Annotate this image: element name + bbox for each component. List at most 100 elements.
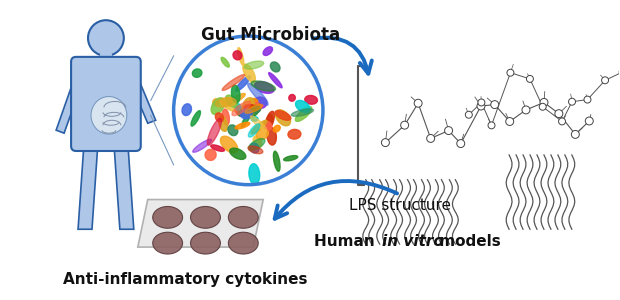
Ellipse shape — [207, 118, 221, 145]
Ellipse shape — [256, 128, 268, 140]
Ellipse shape — [235, 122, 250, 129]
Circle shape — [619, 68, 620, 75]
Ellipse shape — [91, 97, 127, 134]
Ellipse shape — [247, 83, 268, 105]
Circle shape — [427, 134, 435, 142]
Ellipse shape — [219, 116, 228, 131]
Circle shape — [414, 99, 422, 107]
Ellipse shape — [153, 206, 182, 228]
Ellipse shape — [288, 129, 301, 139]
FancyBboxPatch shape — [100, 54, 112, 62]
Ellipse shape — [232, 101, 250, 116]
Circle shape — [539, 103, 546, 110]
Ellipse shape — [205, 149, 216, 161]
Circle shape — [457, 140, 465, 148]
Ellipse shape — [253, 136, 262, 147]
Ellipse shape — [275, 111, 291, 120]
Ellipse shape — [273, 151, 280, 171]
Text: models: models — [435, 234, 501, 249]
Circle shape — [506, 118, 514, 125]
Circle shape — [478, 99, 485, 106]
Ellipse shape — [263, 47, 273, 56]
Circle shape — [491, 100, 498, 109]
Ellipse shape — [305, 95, 317, 104]
Circle shape — [569, 98, 575, 105]
Ellipse shape — [270, 62, 280, 72]
Circle shape — [584, 96, 591, 103]
Ellipse shape — [236, 76, 250, 91]
Ellipse shape — [248, 146, 263, 154]
Ellipse shape — [192, 69, 202, 77]
Ellipse shape — [242, 98, 254, 115]
Ellipse shape — [238, 106, 251, 116]
Circle shape — [540, 98, 548, 106]
Ellipse shape — [234, 104, 241, 110]
Ellipse shape — [190, 206, 220, 228]
Ellipse shape — [243, 64, 255, 82]
Circle shape — [88, 20, 124, 56]
FancyBboxPatch shape — [84, 135, 128, 147]
Circle shape — [559, 118, 565, 125]
Ellipse shape — [220, 100, 235, 111]
Ellipse shape — [296, 100, 310, 112]
Circle shape — [488, 122, 495, 129]
Text: LPS structure: LPS structure — [348, 198, 451, 213]
Ellipse shape — [249, 164, 260, 184]
Circle shape — [601, 77, 609, 84]
Ellipse shape — [250, 143, 259, 153]
Ellipse shape — [251, 117, 258, 121]
Ellipse shape — [249, 124, 260, 137]
Ellipse shape — [251, 81, 275, 91]
Ellipse shape — [273, 125, 280, 132]
Ellipse shape — [264, 121, 272, 130]
Circle shape — [445, 127, 453, 134]
Ellipse shape — [267, 127, 277, 145]
Ellipse shape — [268, 73, 282, 88]
Ellipse shape — [222, 75, 245, 90]
Ellipse shape — [251, 120, 267, 134]
Ellipse shape — [255, 82, 274, 93]
Circle shape — [555, 110, 563, 118]
Ellipse shape — [241, 109, 252, 119]
Ellipse shape — [249, 103, 260, 118]
Ellipse shape — [221, 98, 236, 106]
Ellipse shape — [226, 95, 237, 107]
Ellipse shape — [250, 116, 267, 131]
Ellipse shape — [252, 103, 261, 112]
Circle shape — [401, 121, 409, 129]
Ellipse shape — [238, 48, 244, 65]
Ellipse shape — [231, 85, 240, 103]
Circle shape — [526, 75, 533, 82]
Polygon shape — [78, 143, 98, 229]
Ellipse shape — [289, 94, 295, 101]
Ellipse shape — [190, 232, 220, 254]
Ellipse shape — [249, 98, 258, 108]
Circle shape — [585, 117, 593, 125]
Ellipse shape — [215, 113, 224, 122]
Ellipse shape — [228, 232, 259, 254]
Ellipse shape — [284, 156, 298, 161]
Circle shape — [381, 139, 389, 147]
Ellipse shape — [244, 105, 259, 111]
Ellipse shape — [245, 104, 263, 113]
Ellipse shape — [182, 104, 192, 116]
Ellipse shape — [233, 51, 242, 60]
Circle shape — [477, 102, 485, 110]
Ellipse shape — [241, 110, 252, 127]
Polygon shape — [138, 200, 264, 247]
Text: Anti-inflammatory cytokines: Anti-inflammatory cytokines — [63, 272, 308, 287]
Ellipse shape — [213, 99, 219, 106]
Ellipse shape — [191, 111, 200, 126]
Ellipse shape — [267, 115, 273, 127]
Ellipse shape — [220, 136, 237, 153]
Text: in vitro: in vitro — [382, 234, 443, 249]
Ellipse shape — [221, 57, 229, 67]
Ellipse shape — [193, 139, 211, 152]
Ellipse shape — [215, 98, 232, 107]
Ellipse shape — [211, 145, 224, 151]
Ellipse shape — [251, 106, 260, 113]
Polygon shape — [56, 68, 86, 133]
Ellipse shape — [254, 97, 267, 108]
FancyBboxPatch shape — [71, 57, 141, 151]
Circle shape — [522, 106, 530, 114]
